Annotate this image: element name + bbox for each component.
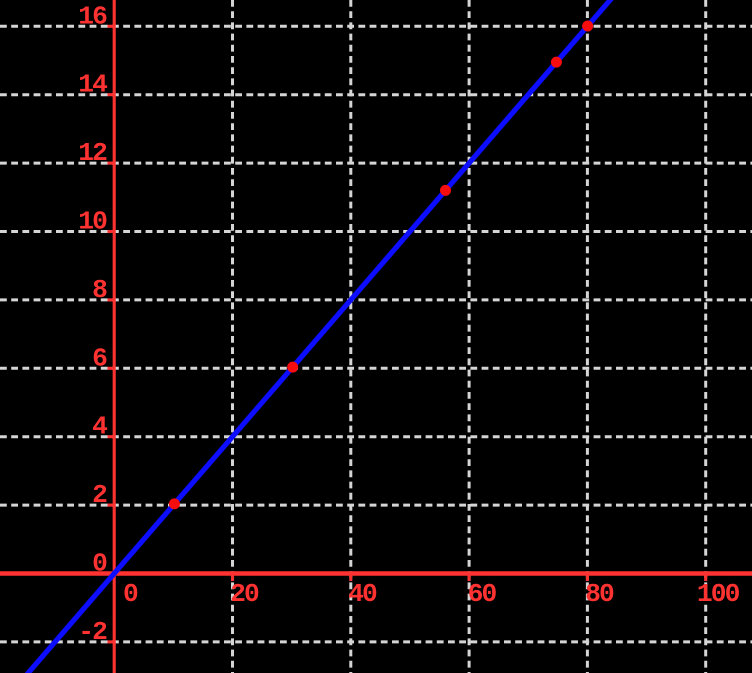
svg-text:4: 4 (92, 412, 107, 442)
svg-text:2: 2 (92, 480, 107, 510)
svg-text:10: 10 (78, 207, 107, 237)
svg-text:80: 80 (585, 579, 614, 609)
svg-text:14: 14 (78, 70, 107, 100)
svg-text:12: 12 (78, 138, 107, 168)
svg-text:-2: -2 (78, 617, 107, 647)
svg-text:16: 16 (78, 1, 107, 31)
svg-text:20: 20 (230, 579, 259, 609)
svg-text:40: 40 (348, 579, 377, 609)
svg-text:8: 8 (92, 275, 107, 305)
svg-text:0: 0 (92, 549, 107, 579)
svg-text:6: 6 (92, 343, 107, 373)
svg-text:0: 0 (123, 579, 138, 609)
svg-text:60: 60 (468, 579, 497, 609)
svg-text:100: 100 (697, 579, 740, 609)
